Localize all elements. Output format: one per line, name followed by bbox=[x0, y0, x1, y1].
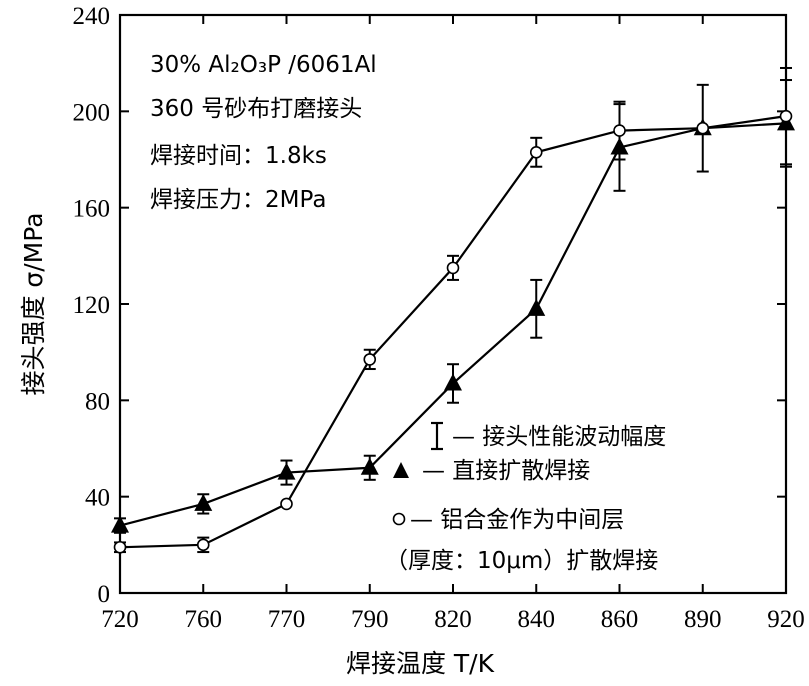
y-tick-label: 80 bbox=[85, 388, 110, 415]
y-tick-label: 120 bbox=[73, 292, 111, 319]
triangle-marker bbox=[610, 137, 629, 155]
circle-marker bbox=[613, 124, 626, 137]
legend-error-bar-label: — 接头性能波动幅度 bbox=[452, 424, 666, 450]
triangle-marker bbox=[527, 298, 546, 316]
y-tick-label: 160 bbox=[73, 196, 111, 223]
note-pressure: 焊接压力：2MPa bbox=[150, 187, 326, 213]
axis-ticks bbox=[119, 14, 787, 594]
y-tick-label: 40 bbox=[85, 485, 110, 512]
y-tick-label: 240 bbox=[73, 3, 111, 30]
circle-marker bbox=[113, 540, 127, 554]
y-tick-label: 200 bbox=[73, 99, 111, 126]
legend-circle-label-2: （厚度：10μm）扩散焊接 bbox=[385, 548, 658, 574]
x-tick-label: 770 bbox=[268, 606, 306, 633]
data-markers bbox=[111, 109, 795, 554]
note-surface: 360 号砂布打磨接头 bbox=[150, 96, 362, 122]
x-axis-title: 焊接温度 T/K bbox=[346, 649, 495, 678]
x-tick-label: 720 bbox=[101, 606, 139, 633]
legend: — 接头性能波动幅度 — 直接扩散焊接 — 铝合金作为中间层 （厚度：10μm）… bbox=[385, 421, 666, 574]
y-axis-title: 接头强度 σ/MPa bbox=[19, 212, 48, 395]
legend-triangle-marker bbox=[393, 462, 409, 478]
triangle-marker bbox=[111, 515, 129, 533]
circle-marker bbox=[363, 353, 377, 366]
x-tick-label: 860 bbox=[601, 606, 639, 633]
x-tick-label: 760 bbox=[185, 606, 223, 633]
triangle-marker bbox=[360, 457, 379, 475]
legend-triangle-label: — 直接扩散焊接 bbox=[422, 458, 590, 484]
tick-labels: 720 760 770 790 820 840 860 890 920 0 40 80 120 160 20… bbox=[73, 3, 805, 633]
circle-marker bbox=[529, 145, 543, 159]
circle-marker bbox=[779, 109, 793, 123]
x-tick-label: 890 bbox=[684, 606, 722, 633]
note-material: 30% Al₂O₃P /6061Al bbox=[150, 52, 377, 78]
circle-marker bbox=[196, 538, 210, 552]
x-tick-label: 820 bbox=[434, 606, 472, 633]
legend-error-bar-symbol bbox=[431, 421, 443, 451]
legend-circle-marker bbox=[392, 512, 406, 526]
triangle-marker bbox=[194, 493, 213, 511]
y-tick-label: 0 bbox=[98, 581, 111, 608]
x-tick-label: 790 bbox=[351, 606, 389, 633]
circle-marker bbox=[280, 497, 293, 511]
x-tick-label: 920 bbox=[767, 606, 805, 633]
note-time: 焊接时间：1.8ks bbox=[150, 143, 327, 169]
triangle-marker bbox=[444, 373, 462, 391]
x-tick-label: 840 bbox=[518, 606, 556, 633]
circle-marker bbox=[446, 261, 460, 275]
triangle-marker bbox=[277, 462, 296, 480]
circle-marker bbox=[696, 121, 710, 135]
legend-circle-label: — 铝合金作为中间层 bbox=[410, 507, 624, 533]
